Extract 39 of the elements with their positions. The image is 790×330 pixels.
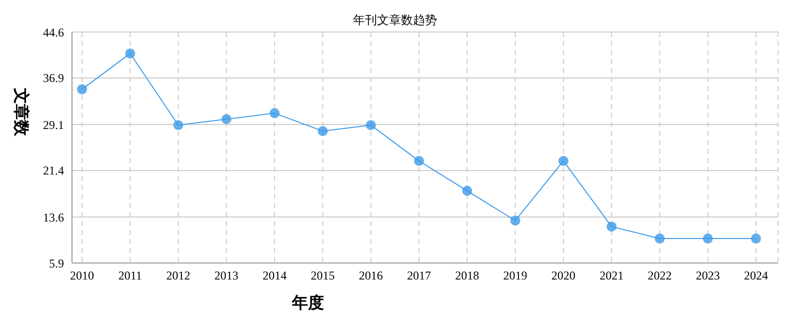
- point: [702, 234, 713, 244]
- point: [510, 216, 520, 226]
- x-tick-label: 2013: [214, 268, 238, 283]
- x-tick-label: 2017: [407, 268, 431, 283]
- x-tick-label: 2012: [166, 268, 190, 283]
- y-tick-label: 36.9: [43, 71, 64, 86]
- x-tick-label: 2014: [262, 268, 287, 283]
- point: [173, 120, 184, 130]
- y-tick-label: 29.1: [43, 118, 64, 132]
- point: [414, 156, 424, 166]
- point: [366, 120, 376, 130]
- point: [751, 234, 761, 244]
- y-tick-label: 21.4: [43, 164, 64, 178]
- x-tick-label: 2018: [455, 268, 480, 283]
- x-tick-label: 2019: [503, 268, 528, 283]
- x-axis-title: 年度: [291, 293, 324, 312]
- x-tick-label: 2016: [358, 268, 383, 283]
- point: [606, 222, 617, 232]
- y-axis-title: 文章数: [11, 88, 30, 138]
- x-tick-label: 2011: [118, 268, 142, 283]
- point: [221, 114, 232, 124]
- point: [558, 156, 568, 166]
- point: [318, 126, 328, 136]
- chart-title: 年刊文章数趋势: [353, 13, 437, 27]
- point: [462, 186, 472, 196]
- x-tick-label: 2015: [310, 268, 335, 283]
- x-tick-label: 2023: [696, 268, 720, 283]
- y-tick-label: 13.6: [43, 210, 64, 224]
- point: [654, 234, 665, 244]
- point: [125, 48, 136, 58]
- x-tick-label: 2021: [600, 268, 624, 283]
- point: [77, 84, 87, 94]
- point: [270, 108, 280, 118]
- x-tick-label: 2022: [648, 268, 672, 283]
- y-tick-label: 5.9: [49, 256, 64, 270]
- x-tick-label: 2024: [744, 268, 768, 283]
- x-tick-label: 2020: [551, 268, 576, 283]
- y-tick-label: 44.6: [43, 25, 64, 40]
- x-tick-label: 2010: [70, 268, 94, 283]
